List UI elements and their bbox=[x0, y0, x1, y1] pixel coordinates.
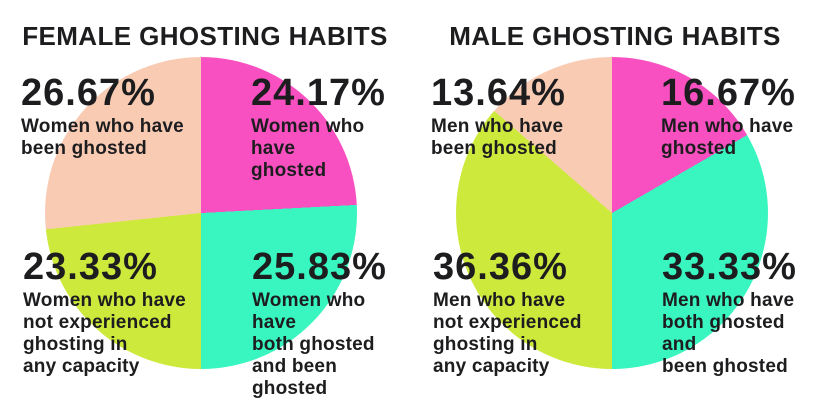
percentage-value: 36.36% bbox=[433, 246, 568, 288]
slice-description: Women who have not experienced ghosting … bbox=[23, 290, 186, 377]
percentage-value: 23.33% bbox=[23, 246, 158, 288]
female-label-both-ghosted: 25.83% Women who have both ghosted and b… bbox=[252, 248, 410, 400]
percentage-value: 25.83% bbox=[252, 246, 387, 288]
female-pie-chart bbox=[45, 57, 357, 369]
slice-description: Women who have ghosted bbox=[251, 116, 365, 181]
percentage-value: 26.67% bbox=[21, 72, 156, 114]
female-label-no-ghosting: 23.33% Women who have not experienced gh… bbox=[23, 248, 186, 378]
slice-description: Women who have been ghosted bbox=[21, 116, 184, 159]
percentage-value: 33.33% bbox=[662, 246, 797, 288]
male-chart-title: MALE GHOSTING HABITS bbox=[449, 21, 781, 51]
percentage-value: 16.67% bbox=[661, 72, 796, 114]
percentage-value: 24.17% bbox=[251, 72, 386, 114]
male-label-ghosted: 16.67% Men who have ghosted bbox=[661, 74, 796, 160]
male-pie-chart bbox=[456, 57, 768, 369]
female-label-been-ghosted: 26.67% Women who have been ghosted bbox=[21, 74, 184, 160]
female-chart-title: FEMALE GHOSTING HABITS bbox=[22, 21, 388, 51]
slice-description: Men who have both ghosted and been ghost… bbox=[662, 290, 795, 377]
female-label-ghosted: 24.17% Women who have ghosted bbox=[251, 74, 410, 182]
male-chart-panel: MALE GHOSTING HABITS 13.64% Men who have… bbox=[410, 0, 820, 400]
slice-description: Women who have both ghosted and been gho… bbox=[252, 290, 375, 399]
slice-description: Men who have not experienced ghosting in… bbox=[433, 290, 582, 377]
female-chart-panel: FEMALE GHOSTING HABITS 26.67% Women who … bbox=[21, 21, 410, 400]
male-label-been-ghosted: 13.64% Men who have been ghosted bbox=[431, 74, 566, 160]
slice-description: Men who have been ghosted bbox=[431, 116, 564, 159]
male-label-both-ghosted: 33.33% Men who have both ghosted and bee… bbox=[662, 248, 820, 378]
slice-description: Men who have ghosted bbox=[661, 116, 794, 159]
male-label-no-ghosting: 36.36% Men who have not experienced ghos… bbox=[433, 248, 582, 378]
percentage-value: 13.64% bbox=[431, 72, 566, 114]
